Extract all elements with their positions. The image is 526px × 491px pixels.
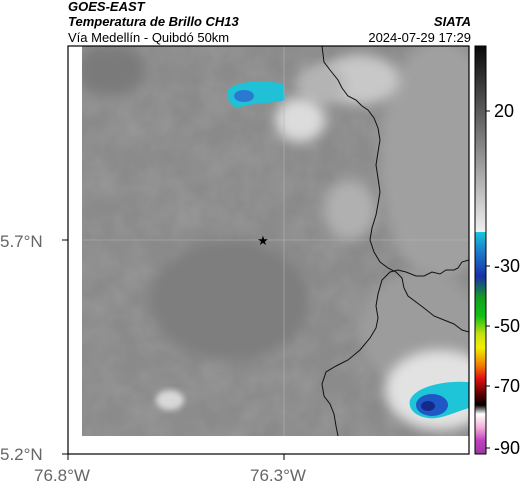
colorbar-label-m30: -30 [494,256,521,276]
satellite-name: GOES-EAST [68,0,145,14]
product-title: Temperatura de Brillo CH13 [68,14,239,29]
region-label: Vía Medellín - Quibdó 50km [68,30,230,45]
datetime-label: 2024-07-29 17:29 [368,30,471,45]
colorbar-label-20: 20 [494,101,515,121]
colorbar-frame [474,45,487,455]
colorbar [474,45,490,455]
lat-label-5-7: 5.7°N [0,232,43,251]
colorbar-label-m50: -50 [494,316,521,336]
lon-label-76-8: 76.8°W [34,466,90,485]
colorbar-label-m90: -90 [494,438,521,458]
cold-cloud-north [227,81,285,108]
river-boundary [321,259,469,436]
cold-cloud-south [409,381,469,419]
star-marker: ★ [257,234,269,249]
colorbar-label-m70: -70 [494,376,521,396]
lat-label-5-2: 5.2°N [0,445,43,464]
admin-boundary [321,46,469,333]
colorbar-warm-segment [475,46,486,232]
lon-label-76-3: 76.3°W [250,466,306,485]
org-name: SIATA [433,14,471,29]
colorbar-cold-segment [475,232,486,454]
brightness-temperature-field [82,46,469,436]
map-frame [67,45,470,455]
